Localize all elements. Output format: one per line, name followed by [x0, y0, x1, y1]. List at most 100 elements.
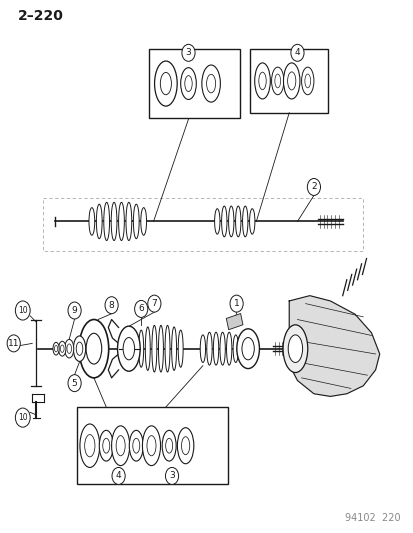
Ellipse shape: [79, 319, 109, 378]
Text: 9: 9: [71, 306, 77, 315]
Bar: [249, 49, 328, 113]
Ellipse shape: [242, 206, 247, 237]
Ellipse shape: [236, 329, 259, 368]
Bar: [149, 49, 239, 118]
Circle shape: [134, 301, 147, 317]
Ellipse shape: [145, 327, 150, 370]
Ellipse shape: [171, 327, 176, 370]
Ellipse shape: [287, 72, 295, 90]
Ellipse shape: [67, 344, 71, 353]
Ellipse shape: [129, 430, 143, 461]
Ellipse shape: [287, 335, 302, 362]
Text: 10: 10: [18, 413, 28, 422]
Circle shape: [290, 44, 303, 61]
Ellipse shape: [76, 342, 83, 356]
Text: 2: 2: [310, 182, 316, 191]
Ellipse shape: [73, 336, 85, 361]
Circle shape: [112, 467, 125, 484]
Ellipse shape: [274, 74, 280, 88]
Text: 5: 5: [71, 378, 77, 387]
Ellipse shape: [254, 63, 270, 99]
Ellipse shape: [133, 204, 139, 239]
Ellipse shape: [102, 438, 109, 453]
Text: 11: 11: [8, 339, 19, 348]
Ellipse shape: [282, 325, 307, 373]
Ellipse shape: [118, 203, 124, 240]
Ellipse shape: [226, 332, 231, 365]
Ellipse shape: [123, 337, 134, 360]
Ellipse shape: [89, 208, 95, 235]
Circle shape: [165, 467, 178, 484]
Text: 2–220: 2–220: [18, 9, 64, 23]
Ellipse shape: [117, 326, 140, 371]
Ellipse shape: [271, 67, 283, 95]
Ellipse shape: [200, 335, 205, 362]
Ellipse shape: [283, 63, 299, 99]
Ellipse shape: [221, 206, 226, 237]
Ellipse shape: [165, 325, 170, 372]
Ellipse shape: [258, 72, 266, 90]
Ellipse shape: [206, 74, 215, 93]
Ellipse shape: [241, 337, 254, 360]
Circle shape: [105, 297, 118, 314]
Ellipse shape: [60, 345, 64, 352]
Ellipse shape: [177, 427, 193, 464]
Ellipse shape: [160, 72, 171, 95]
Circle shape: [181, 44, 195, 61]
Circle shape: [230, 295, 242, 312]
Ellipse shape: [111, 203, 116, 240]
Ellipse shape: [126, 203, 131, 240]
Ellipse shape: [96, 204, 102, 239]
Bar: [43, 198, 362, 251]
Ellipse shape: [165, 438, 172, 453]
Text: 1: 1: [233, 299, 239, 308]
Ellipse shape: [249, 209, 254, 234]
Ellipse shape: [233, 335, 238, 362]
Ellipse shape: [112, 426, 129, 466]
Circle shape: [68, 302, 81, 319]
Circle shape: [147, 295, 161, 312]
Ellipse shape: [133, 438, 140, 453]
Ellipse shape: [158, 325, 163, 372]
Ellipse shape: [304, 74, 310, 88]
Text: 4: 4: [294, 49, 299, 58]
Ellipse shape: [184, 76, 192, 92]
Ellipse shape: [53, 342, 59, 355]
Ellipse shape: [54, 345, 57, 352]
Circle shape: [68, 375, 81, 392]
Ellipse shape: [80, 424, 100, 467]
Ellipse shape: [228, 206, 233, 237]
Ellipse shape: [147, 435, 156, 456]
Ellipse shape: [99, 430, 113, 461]
Circle shape: [15, 408, 30, 427]
Ellipse shape: [178, 330, 183, 367]
Ellipse shape: [162, 430, 176, 461]
Bar: [226, 313, 242, 330]
Ellipse shape: [301, 67, 313, 95]
Ellipse shape: [214, 209, 219, 234]
Ellipse shape: [180, 68, 196, 100]
Circle shape: [7, 335, 20, 352]
Ellipse shape: [104, 203, 109, 240]
Text: 3: 3: [169, 471, 175, 480]
Polygon shape: [289, 296, 379, 397]
Ellipse shape: [86, 333, 102, 364]
Ellipse shape: [219, 332, 225, 365]
Circle shape: [306, 179, 320, 196]
Ellipse shape: [84, 434, 95, 457]
Text: 10: 10: [18, 306, 28, 315]
Ellipse shape: [152, 325, 157, 372]
Text: 4: 4: [116, 471, 121, 480]
Ellipse shape: [58, 341, 66, 356]
Text: 8: 8: [109, 301, 114, 310]
Text: 94102  220: 94102 220: [344, 513, 399, 523]
Ellipse shape: [213, 332, 218, 365]
Text: 6: 6: [138, 304, 144, 313]
Ellipse shape: [138, 330, 143, 367]
Text: 7: 7: [151, 299, 157, 308]
Ellipse shape: [142, 426, 160, 466]
Circle shape: [15, 301, 30, 320]
Ellipse shape: [154, 61, 177, 106]
Ellipse shape: [64, 340, 74, 358]
Ellipse shape: [235, 206, 240, 237]
